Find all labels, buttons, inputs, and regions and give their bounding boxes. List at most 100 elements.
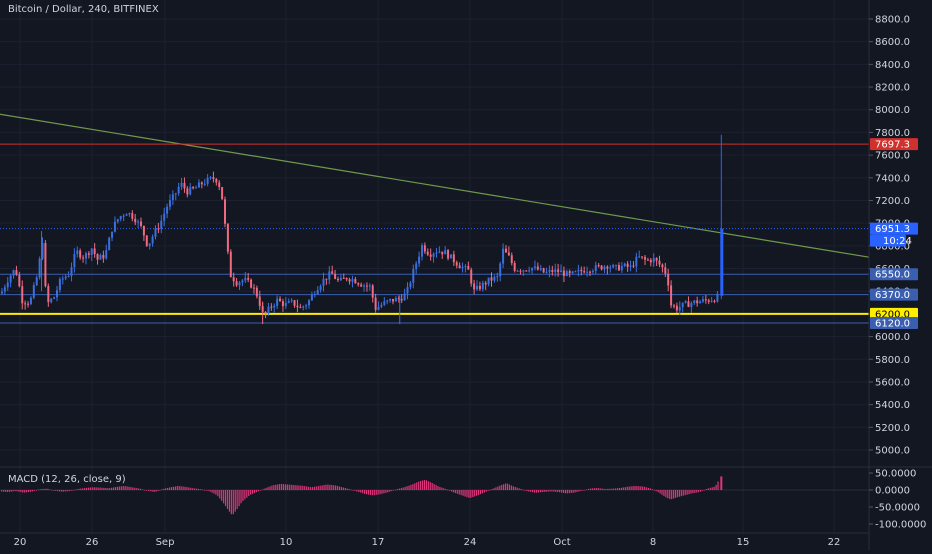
candle-body [209,177,212,179]
macd-bar [336,486,339,490]
macd-bar [24,490,26,493]
macd-bar [389,490,391,492]
macd-bar [315,486,317,490]
macd-bar [62,490,64,492]
macd-bar [545,490,547,492]
macd-bar [678,490,680,497]
macd-bar [533,490,536,493]
candle-body [449,254,452,259]
candle-body [397,298,400,300]
macd-bar [134,487,136,490]
macd-bar [690,490,692,494]
macd-bar [12,490,14,492]
candle-body [617,265,620,271]
macd-bar [508,484,511,490]
candle-body [18,274,21,287]
candle-body [360,284,363,287]
macd-bar [618,488,621,490]
macd-bar [551,490,553,492]
macd-bar [620,487,623,490]
macd-bar [427,481,429,490]
y-tick-label: 7200.0 [875,196,910,207]
candle-body [363,285,366,287]
macd-bar [456,490,458,494]
candle-body [418,256,421,264]
x-tick-label: 22 [828,537,841,548]
macd-bar [553,490,555,492]
candle-body [484,282,487,285]
trendline[interactable] [0,113,870,258]
macd-bar [396,489,399,490]
macd-bar [474,490,476,497]
candle-body [638,256,641,258]
y-tick-label: 6800.0 [875,241,910,252]
candle-body [58,279,61,291]
macd-bar [615,488,617,490]
candle-body [47,286,50,303]
candle-body [128,213,131,215]
candle-body [296,305,299,308]
macd-bar [296,485,298,490]
macd-bar [452,490,455,493]
macd-bar [555,490,557,492]
candle-body [591,270,594,273]
candle-body [334,273,337,279]
macd-bar [70,490,72,491]
candle-body [510,255,513,264]
candle-body [531,267,534,271]
macd-title[interactable]: MACD (12, 26, close, 9) [8,474,126,485]
x-tick-label: 8 [650,537,656,548]
macd-bar [240,490,242,504]
macd-bar [72,490,74,491]
macd-bar [645,487,648,490]
candle-body [658,260,661,265]
macd-bar [60,490,63,492]
macd-bar [391,490,393,492]
macd-bar [292,484,294,490]
candle-body [290,300,293,302]
candle-body [464,266,467,268]
candle-body [609,267,612,269]
macd-bar [657,490,659,493]
candle-body [594,265,597,271]
macd-bar [603,488,605,490]
macd-bar [613,488,615,490]
symbol-title[interactable]: Bitcoin / Dollar, 240, BITFINEX [8,4,159,15]
macd-bar [68,490,70,492]
macd-bar [309,487,312,490]
macd-bar [421,480,424,490]
macd-bar [114,487,117,490]
macd-bar [607,488,609,490]
candle-body [148,243,151,246]
macd-bar [410,484,412,490]
candle-body [452,254,455,263]
candle-body [90,248,93,255]
price-tag-label: 6370.0 [875,290,910,301]
macd-bar [223,490,225,504]
candle-body [244,277,247,281]
candle-body [490,277,493,281]
macd-bar [653,490,655,491]
macd-bar [672,490,675,499]
macd-bar [476,490,478,496]
candle-body [166,206,169,214]
candle-body [276,298,279,306]
macd-bar [176,486,178,490]
macd-bar [392,490,395,491]
candle-body [206,177,209,184]
macd-bar [626,486,628,490]
candle-body [235,281,238,286]
axes[interactable]: 5000.0 5200.0 5400.0 5600.0 5800.0 6000.0 6200… [14,15,927,549]
candle-body [96,254,99,260]
candle-body [0,291,3,294]
macd-bar [157,490,159,491]
candle-body [504,248,507,253]
candle-body [342,277,345,279]
macd-bar [0,490,3,492]
candle-body [168,199,171,207]
candle-body [131,213,134,219]
macd-bar [192,488,194,490]
candle-body [27,303,30,305]
candle-body [406,287,409,294]
macd-bar [259,490,261,491]
